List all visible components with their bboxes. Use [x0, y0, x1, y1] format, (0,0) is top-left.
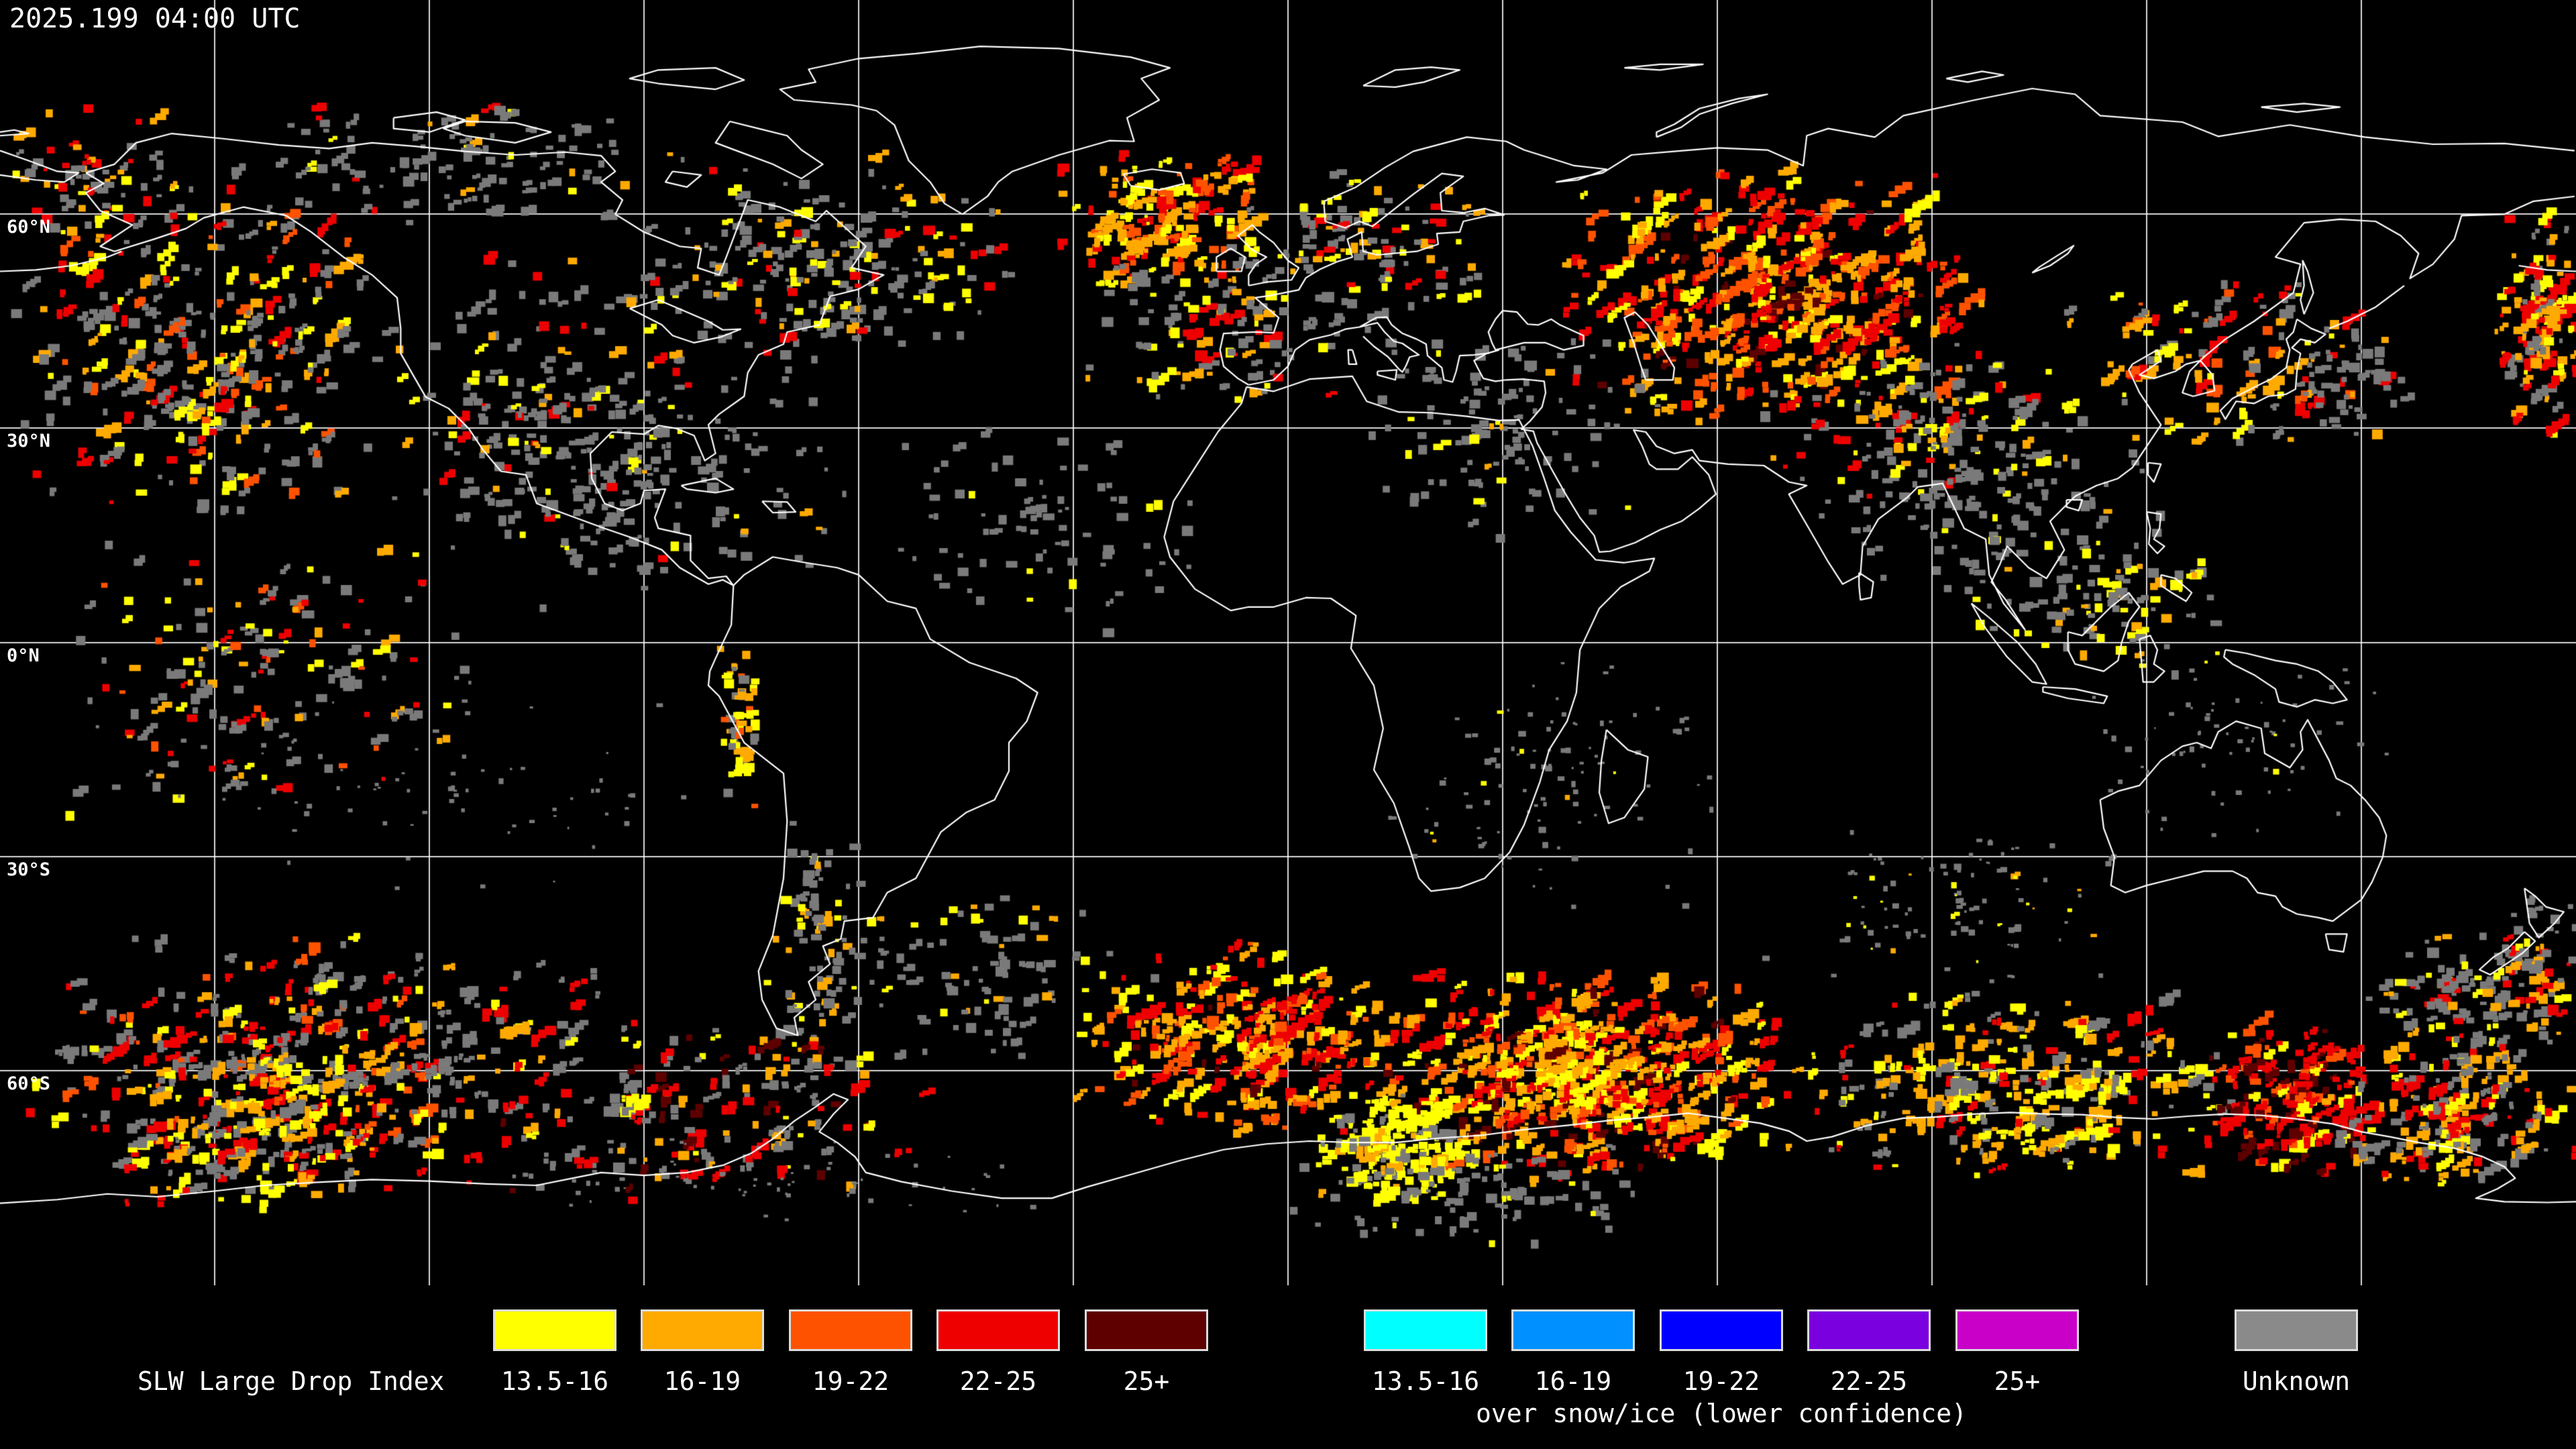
legend-swatch-label: 22-25: [959, 1366, 1037, 1396]
latitude-label-0n: 0°N: [7, 645, 40, 666]
legend-swatch-snowice-1922: [1660, 1309, 1783, 1351]
world-map-canvas: [0, 0, 2576, 1285]
legend-swatch-unknown-Unknown: [2235, 1309, 2358, 1351]
legend-swatch-snowice-25+: [1955, 1309, 2079, 1351]
legend-title: SLW Large Drop Index: [138, 1366, 445, 1396]
legend-swatch-slw-2225: [936, 1309, 1060, 1351]
legend: SLW Large Drop Index 13.5-16 16-19 19-22 22…: [0, 1285, 2576, 1449]
legend-swatch-label: 13.5-16: [500, 1366, 609, 1396]
legend-swatch-label: 16-19: [1534, 1366, 1612, 1396]
latitude-label-30n: 30°N: [7, 431, 51, 451]
legend-swatch-snowice-13516: [1364, 1309, 1487, 1351]
legend-subtitle: over snow/ice (lower confidence): [1475, 1399, 1968, 1428]
latitude-label-60s: 60°S: [7, 1073, 51, 1094]
legend-swatch-slw-1619: [641, 1309, 764, 1351]
legend-swatch-snowice-2225: [1807, 1309, 1931, 1351]
legend-swatch-slw-25+: [1085, 1309, 1208, 1351]
latitude-label-60n: 60°N: [7, 217, 51, 237]
latitude-label-30s: 30°S: [7, 859, 51, 880]
legend-swatch-label: 16-19: [663, 1366, 741, 1396]
legend-swatch-label: 19-22: [1682, 1366, 1760, 1396]
legend-swatch-label: 19-22: [812, 1366, 890, 1396]
timestamp: 2025.199 04:00 UTC: [9, 3, 301, 34]
legend-swatch-label: Unknown: [2242, 1366, 2351, 1396]
legend-swatch-label: 13.5-16: [1371, 1366, 1480, 1396]
legend-swatch-label: 25+: [1123, 1366, 1170, 1396]
legend-swatch-label: 25+: [1994, 1366, 2041, 1396]
legend-swatch-slw-1922: [789, 1309, 912, 1351]
legend-swatch-snowice-1619: [1511, 1309, 1635, 1351]
legend-swatch-slw-13516: [493, 1309, 616, 1351]
legend-swatch-label: 22-25: [1830, 1366, 1908, 1396]
